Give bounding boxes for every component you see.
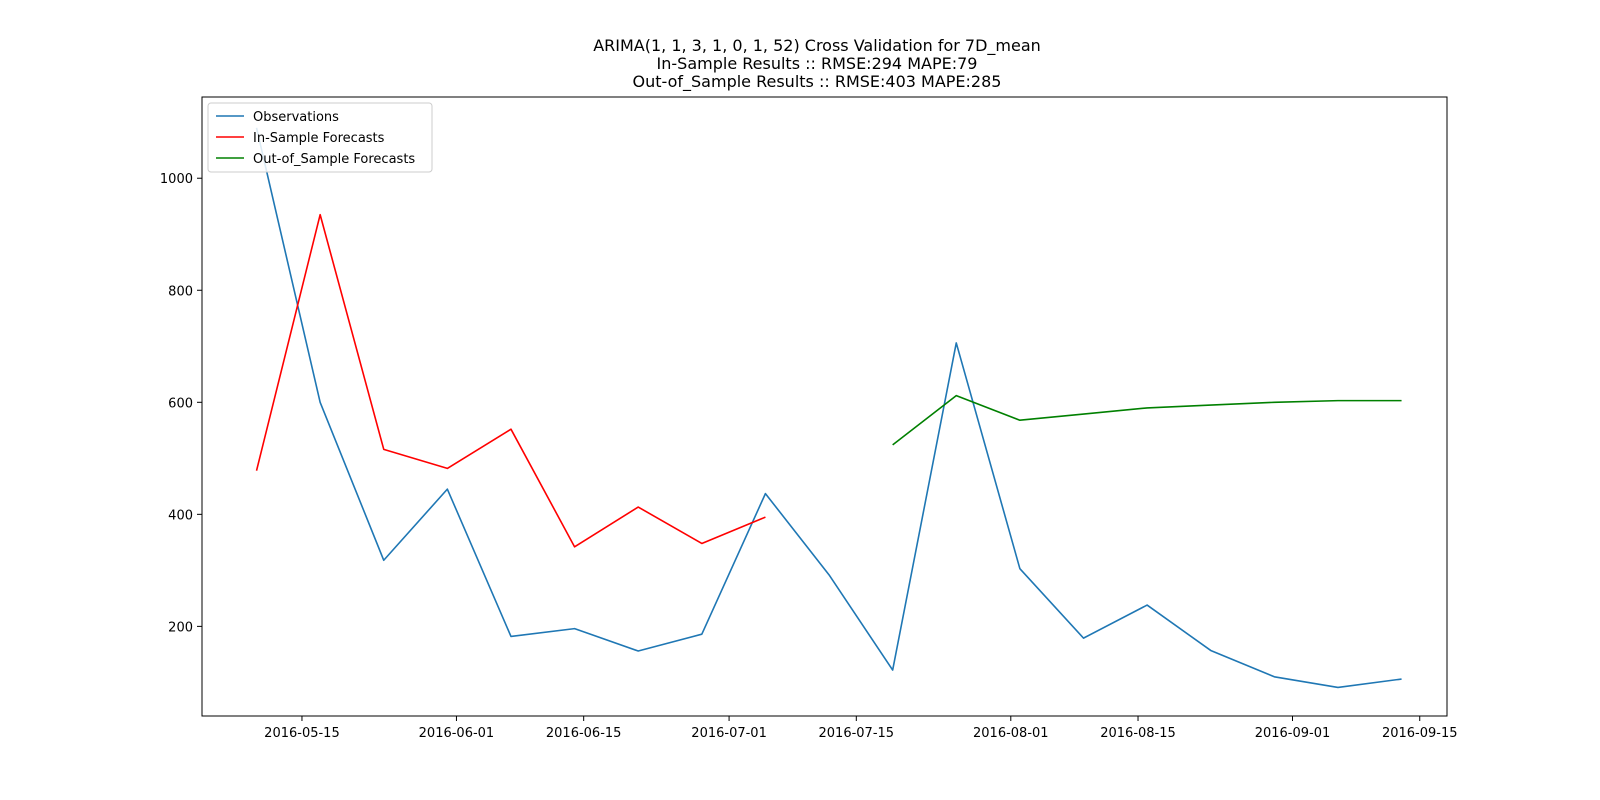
x-tick-label: 2016-07-01 (691, 726, 767, 741)
y-tick-label: 1000 (160, 172, 193, 187)
legend-label-3: Out-of_Sample Forecasts (253, 152, 415, 167)
x-tick-label: 2016-05-15 (264, 726, 340, 741)
series-line-1 (255, 127, 1402, 689)
x-tick-label: 2016-08-01 (973, 726, 1049, 741)
x-tick-label: 2016-08-15 (1100, 726, 1176, 741)
legend-box (207, 102, 433, 173)
title-line-3: Out-of_Sample Results :: RMSE:403 MAPE:2… (633, 72, 1002, 92)
legend-label-2: In-Sample Forecasts (253, 131, 385, 146)
x-tick-label: 2016-07-15 (819, 726, 895, 741)
chart-title: ARIMA(1, 1, 3, 1, 0, 1, 52) Cross Valida… (593, 36, 1041, 92)
legend: Observations In-Sample Forecasts Out-of_Sa… (207, 102, 433, 173)
series-line-3 (892, 394, 1402, 446)
y-tick-label: 400 (168, 508, 193, 523)
title-line-1: ARIMA(1, 1, 3, 1, 0, 1, 52) Cross Valida… (593, 36, 1041, 56)
x-tick-label: 2016-09-01 (1255, 726, 1331, 741)
y-tick-label: 200 (168, 620, 193, 635)
plot-frame (201, 96, 1448, 717)
x-tick-label: 2016-06-01 (419, 726, 495, 741)
x-tick-label: 2016-09-15 (1382, 726, 1458, 741)
title-line-2: In-Sample Results :: RMSE:294 MAPE:79 (657, 54, 978, 73)
y-tick-label: 800 (168, 284, 193, 299)
legend-label-1: Observations (253, 110, 339, 125)
plot-area: 2016-05-15 2016-06-01 2016-06-15 2016-07-01… (160, 96, 1458, 741)
y-tick-label: 600 (168, 396, 193, 411)
series-line-2 (255, 213, 766, 548)
x-tick-label: 2016-06-15 (546, 726, 622, 741)
